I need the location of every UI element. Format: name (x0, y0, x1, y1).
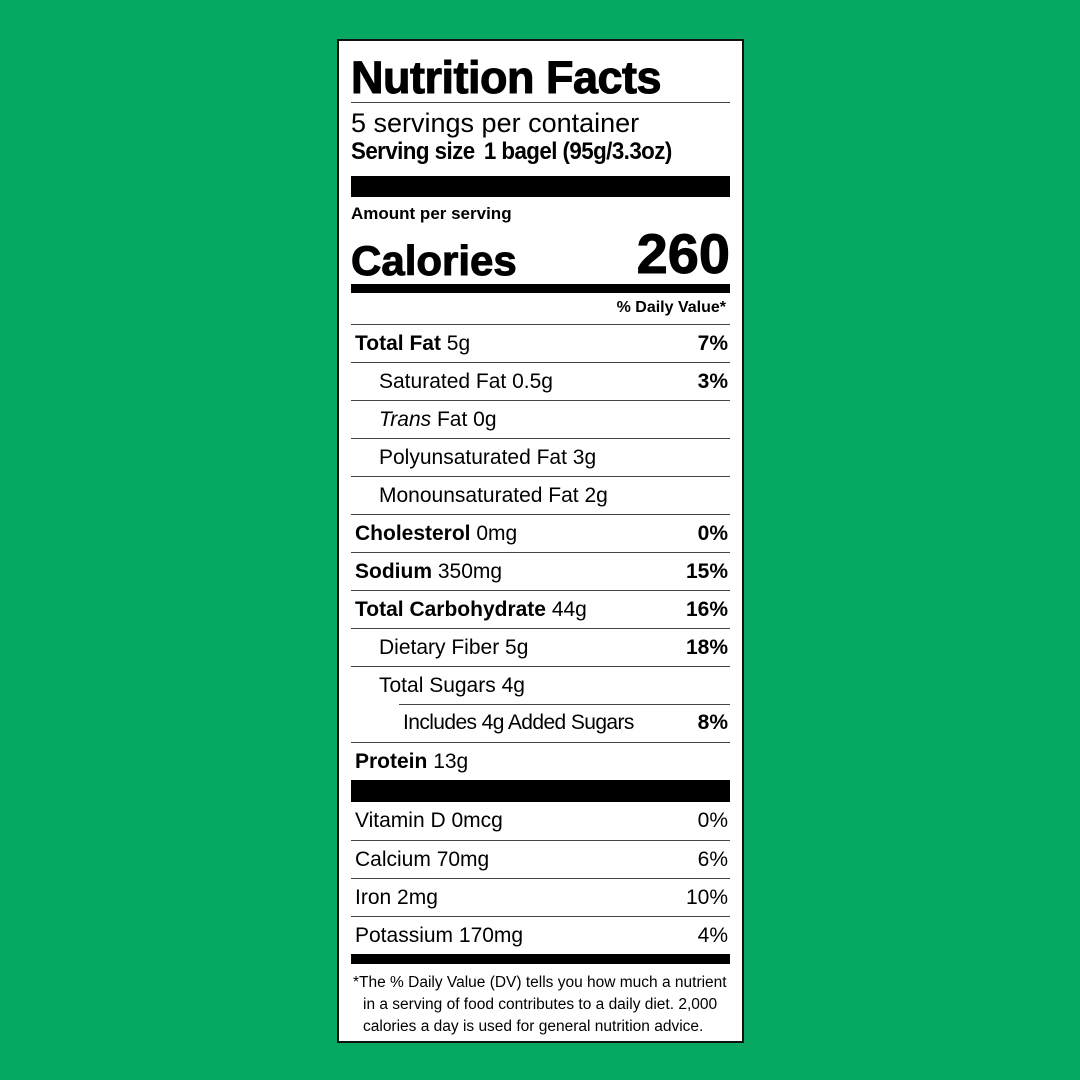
footnote-line: calories a day is used for general nutri… (363, 1018, 704, 1035)
vitamin-row: Calcium 70mg 6% (351, 840, 730, 878)
vitamin-row: Potassium 170mg 4% (351, 916, 730, 954)
vitamin-row: Iron 2mg 10% (351, 878, 730, 916)
nutrient-amount: 350mg (437, 559, 503, 583)
nutrient-amount: 0g (473, 407, 497, 431)
medium-divider (351, 284, 730, 293)
nutrient-amount: 0mg (476, 521, 518, 545)
medium-divider (351, 954, 730, 964)
nutrient-row: Sodium 350mg 15% (351, 552, 730, 590)
nutrient-amount: 2g (584, 483, 608, 507)
calories-row: Calories 260 (351, 222, 731, 285)
nutrient-row: Monounsaturated Fat 2g (351, 476, 730, 514)
nutrient-label: Monounsaturated Fat 2g (379, 484, 608, 508)
nutrient-amount: 44g (551, 597, 587, 621)
nutrient-amount: 5g (505, 635, 529, 659)
nutrient-name: Sodium (355, 559, 432, 583)
calories-label: Calories (351, 237, 518, 284)
vitamin-label: Potassium 170mg (355, 924, 523, 948)
nutrient-name: Includes 4g Added Sugars (403, 711, 634, 734)
nutrient-daily-value: 0% (697, 521, 728, 545)
daily-value-header: % Daily Value* (616, 299, 726, 316)
nutrient-row: Cholesterol 0mg 0% (351, 514, 730, 552)
serving-size: Serving size 1 bagel (95g/3.3oz) (351, 140, 703, 170)
vitamin-amount: 2mg (397, 885, 438, 909)
nutrient-daily-value: 15% (685, 559, 728, 583)
nutrient-row: Total Sugars 4g (351, 666, 730, 704)
nutrient-label: Trans Fat 0g (379, 408, 497, 432)
nutrient-row: Trans Fat 0g (351, 400, 730, 438)
nutrient-row: Includes 4g Added Sugars 8% (351, 704, 730, 742)
serving-size-label: Serving size (351, 138, 475, 165)
nutrient-name: Total Carbohydrate (355, 597, 546, 621)
nutrient-amount: 0.5g (512, 369, 553, 393)
footnote: *The % Daily Value (DV) tells you how mu… (351, 964, 730, 1038)
vitamin-list: Vitamin D 0mcg 0% Calcium 70mg 6% Iron 2mg 10… (351, 802, 730, 954)
servings-per-container: 5 servings per container (351, 108, 640, 138)
vitamin-name: Iron (355, 885, 392, 909)
nutrient-name: Polyunsaturated Fat (379, 445, 567, 469)
vitamin-daily-value: 10% (685, 885, 728, 909)
nutrient-daily-value: 8% (697, 711, 728, 734)
nutrient-daily-value: 7% (697, 331, 728, 355)
nutrient-label: Total Sugars 4g (379, 674, 525, 698)
vitamin-label: Vitamin D 0mcg (355, 809, 503, 833)
nutrient-name: Dietary Fiber (379, 635, 500, 659)
nutrient-row: Total Carbohydrate 44g 16% (351, 590, 730, 628)
nutrient-label: Dietary Fiber 5g (379, 636, 528, 660)
footnote-line: *The % Daily Value (DV) tells you how mu… (353, 974, 727, 991)
nutrient-amount: 13g (433, 749, 469, 773)
footnote-line: in a serving of food contributes to a da… (363, 996, 718, 1013)
nutrient-row: Polyunsaturated Fat 3g (351, 438, 730, 476)
vitamin-row: Vitamin D 0mcg 0% (351, 802, 730, 840)
nutrient-label: Includes 4g Added Sugars (403, 711, 634, 735)
nutrient-row: Total Fat 5g 7% (351, 324, 730, 362)
nutrient-list: Total Fat 5g 7% Saturated Fat 0.5g 3% Trans … (351, 324, 730, 780)
nutrient-daily-value: 18% (685, 635, 728, 659)
nutrient-name: Cholesterol (355, 521, 471, 545)
nutrient-name: Protein (355, 749, 428, 773)
nutrient-name-suffix: Fat (436, 407, 468, 431)
vitamin-amount: 170mg (458, 923, 524, 947)
vitamin-name: Vitamin D (355, 809, 446, 832)
nutrient-label: Cholesterol 0mg (355, 522, 517, 546)
vitamin-daily-value: 0% (697, 809, 728, 832)
nutrient-row: Protein 13g (351, 742, 730, 780)
nutrient-name: Total Fat (355, 331, 441, 355)
vitamin-amount: 0mcg (451, 809, 503, 832)
nutrient-amount: 5g (446, 331, 471, 355)
serving-size-value: 1 bagel (95g/3.3oz) (483, 138, 672, 165)
vitamin-daily-value: 4% (697, 923, 728, 947)
nutrition-facts-label: Nutrition Facts 5 servings per container… (337, 39, 744, 1043)
nutrient-amount: 4g (501, 673, 525, 697)
nutrient-amount: 3g (572, 445, 597, 469)
nutrient-row: Dietary Fiber 5g 18% (351, 628, 730, 666)
vitamin-daily-value: 6% (697, 847, 728, 871)
label-title: Nutrition Facts (351, 52, 663, 103)
vitamin-name: Potassium (355, 923, 454, 947)
nutrient-name: Monounsaturated Fat (379, 483, 579, 507)
nutrient-name: Saturated Fat (379, 369, 507, 393)
nutrient-daily-value: 3% (697, 369, 728, 393)
nutrient-name: Total Sugars (379, 673, 496, 697)
amount-per-serving: Amount per serving (351, 204, 512, 223)
calories-value: 260 (636, 222, 730, 285)
nutrient-label: Polyunsaturated Fat 3g (379, 446, 596, 470)
thick-divider (351, 780, 730, 802)
nutrient-label: Protein 13g (355, 750, 468, 774)
thick-divider (351, 176, 730, 197)
nutrient-label: Sodium 350mg (355, 560, 502, 584)
nutrient-label: Saturated Fat 0.5g (379, 370, 553, 394)
nutrient-name: Trans (379, 407, 432, 431)
nutrient-label: Total Fat 5g (355, 332, 470, 356)
nutrient-label: Total Carbohydrate 44g (355, 598, 587, 622)
vitamin-label: Iron 2mg (355, 886, 438, 910)
vitamin-label: Calcium 70mg (355, 848, 489, 872)
nutrient-row: Saturated Fat 0.5g 3% (351, 362, 730, 400)
divider (351, 102, 730, 103)
nutrient-daily-value: 16% (685, 597, 728, 621)
vitamin-name: Calcium (355, 847, 431, 871)
vitamin-amount: 70mg (436, 847, 490, 871)
